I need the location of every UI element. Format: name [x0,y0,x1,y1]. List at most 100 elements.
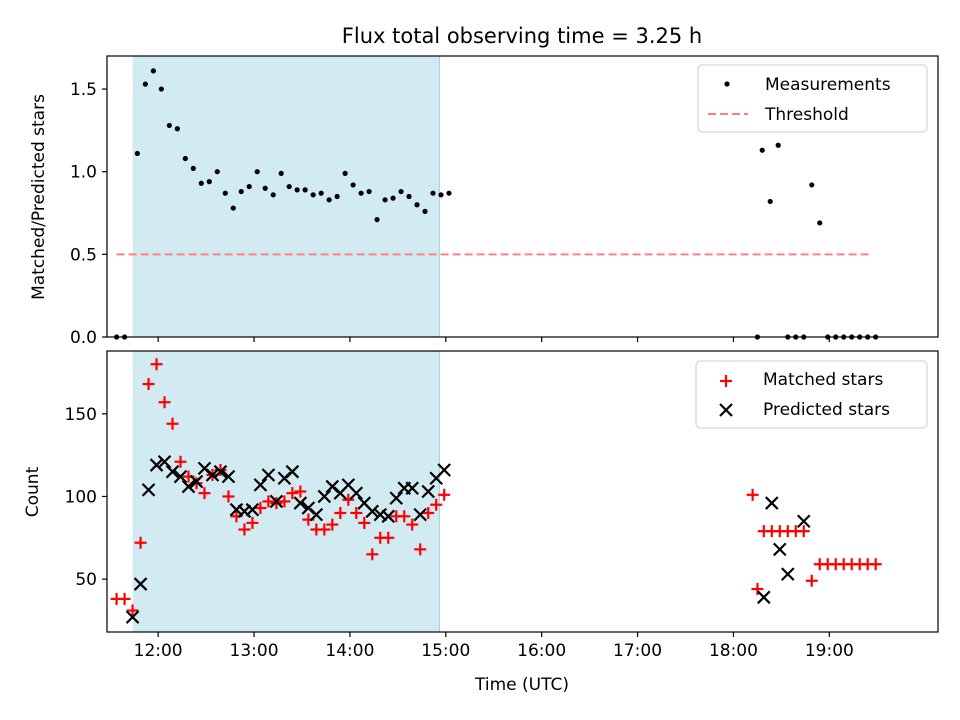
matched-star-point [422,506,435,519]
bottom-x-tick-label: 12:00 [134,641,183,661]
measurement-point [318,190,324,196]
chart-title: Flux total observing time = 3.25 h [342,24,702,48]
predicted-star-stroke-b [325,479,340,494]
measurement-point [767,198,773,205]
predicted-star-point [765,496,779,510]
measurement-point [817,220,823,226]
bottom-x-tick-label: 19:00 [805,641,854,661]
bottom-x-tick-label: 18:00 [709,641,758,661]
predicted-star-point [757,590,771,605]
matched-star-point [797,525,810,538]
matched-star-point [438,488,451,501]
predicted-star-point [229,502,244,517]
predicted-star-stroke-b [357,496,372,510]
predicted-star-stroke-b [373,507,388,522]
predicted-star-point [221,469,236,484]
matched-star-point [430,498,443,511]
predicted-star-point [205,468,220,482]
measurement-point [310,192,316,198]
predicted-star-point [141,483,156,497]
measurement-point [374,217,380,223]
predicted-star-stroke-b [405,481,420,495]
top-panel: 0.0 0.5 1.0 1.5 Matched/Predicted stars Mea… [29,55,939,348]
bottom-y-tick-label: 150 [65,405,97,425]
predicted-star-point [317,489,332,504]
top-x-ticks [157,337,830,342]
measurement-point [222,190,228,196]
measurement-point [254,169,260,175]
measurement-point [182,155,188,162]
measurement-point [230,205,236,211]
matched-star-point [358,516,371,529]
predicted-star-stroke-b [237,504,252,519]
matched-star-point [414,543,427,556]
measurement-point [302,187,308,193]
matched-star-point [166,417,179,430]
bottom-x-tick-label: 15:00 [421,641,470,661]
matched-star-point [326,518,339,531]
predicted-star-stroke-b [421,484,435,499]
legend-predicted-label: Predicted stars [763,400,890,420]
measurement-point [206,179,212,185]
predicted-star-point [237,504,252,519]
predicted-star-stroke-b [269,494,284,509]
predicted-star-stroke-b [437,463,451,477]
predicted-star-stroke-b [365,504,380,519]
measurement-point [334,193,340,200]
measurement-point [406,193,412,200]
predicted-star-stroke-b [173,469,188,484]
measurement-point [350,182,356,188]
matched-star-point [294,485,307,498]
measurement-point [174,126,180,132]
legend-matched-label: Matched stars [763,370,883,390]
predicted-star-point [365,504,380,519]
predicted-star-stroke-b [261,468,276,482]
measurement-point [214,169,220,175]
measurement-point [286,183,292,190]
predicted-star-stroke-b [245,502,260,517]
matched-star-point [198,487,211,500]
predicted-star-point [389,491,404,505]
matched-star-point [246,516,259,529]
matched-star-point [342,493,355,506]
matched-star-point [158,396,171,409]
matched-star-point [382,531,395,544]
predicted-star-point [405,481,420,495]
matched-star-point [869,558,882,571]
top-legend: Measurements Threshold [697,64,928,133]
measurement-point [262,185,268,191]
top-y-tick-label: 1.5 [70,80,97,100]
predicted-star-point [773,542,787,557]
matched-star-point [174,455,187,468]
predicted-star-point [213,464,228,479]
predicted-star-point [245,502,260,517]
predicted-star-stroke-b [141,483,156,497]
legend-measurements-label: Measurements [765,75,891,95]
measurement-point [390,195,396,201]
matched-star-point [366,548,379,561]
measurement-point [270,192,276,198]
measurement-point [294,187,300,193]
top-y-axis-label: Matched/Predicted stars [29,94,49,300]
measurement-point [430,190,436,196]
predicted-star-point [309,507,324,522]
x-axis-label: Time (UTC) [474,675,569,695]
predicted-star-point [421,484,435,499]
matched-star-point [118,592,131,605]
bottom-x-tick-label: 16:00 [517,641,566,661]
predicted-star-stroke-b [781,567,795,581]
predicted-star-stroke-b [181,479,196,494]
top-shaded-interval [132,56,440,337]
predicted-star-stroke-b [389,491,404,505]
matched-star-point [286,487,299,500]
legend-matched-marker [720,375,732,387]
top-y-tick-label: 1.0 [70,163,97,183]
bottom-x-tick-label: 14:00 [325,641,374,661]
bottom-legend: Matched stars Predicted stars [695,360,928,429]
predicted-star-stroke-b [229,502,244,517]
measurement-point [326,197,332,203]
measurement-point [190,165,196,171]
predicted-star-stroke-b [157,454,172,469]
predicted-star-point [261,468,276,482]
